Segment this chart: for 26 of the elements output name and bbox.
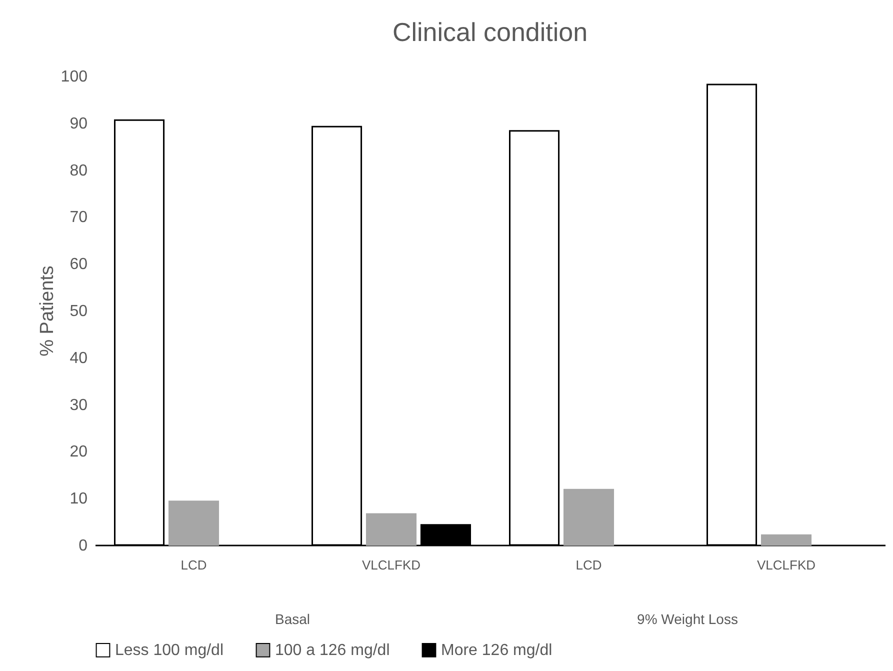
chart-title: Clinical condition xyxy=(392,17,588,47)
y-tick-label: 50 xyxy=(70,303,88,320)
y-tick-label: 90 xyxy=(70,115,88,132)
text: 9% Weight Loss xyxy=(637,611,738,627)
y-tick-label: 40 xyxy=(70,350,88,367)
legend-label: Less 100 mg/dl xyxy=(115,642,224,660)
bar xyxy=(366,513,417,546)
y-tick-label: 60 xyxy=(70,256,88,274)
legend-label: More 126 mg/dl xyxy=(441,642,552,660)
bar xyxy=(563,488,614,546)
bar xyxy=(168,500,220,546)
y-tick-label: 10 xyxy=(70,490,88,508)
x-tick-label: VLCLFKD xyxy=(756,558,816,572)
y-tick-label: 30 xyxy=(70,396,88,414)
x-tick-label: LCD xyxy=(576,558,602,572)
y-tick-label: 70 xyxy=(70,209,88,226)
y-tick-label: 80 xyxy=(70,162,88,180)
x-tick-label: VLCLFKD xyxy=(362,558,421,572)
legend-label: 100 a 126 mg/dl xyxy=(275,642,390,660)
y-tick-label: 20 xyxy=(70,444,88,461)
y-tick-label: 100 xyxy=(60,68,88,86)
y-axis-title: % Patients xyxy=(36,266,58,356)
x-tick-label: LCD xyxy=(180,558,207,572)
y-tick-label: 0 xyxy=(78,538,88,554)
bar xyxy=(760,534,812,546)
text: Basal xyxy=(274,611,310,627)
